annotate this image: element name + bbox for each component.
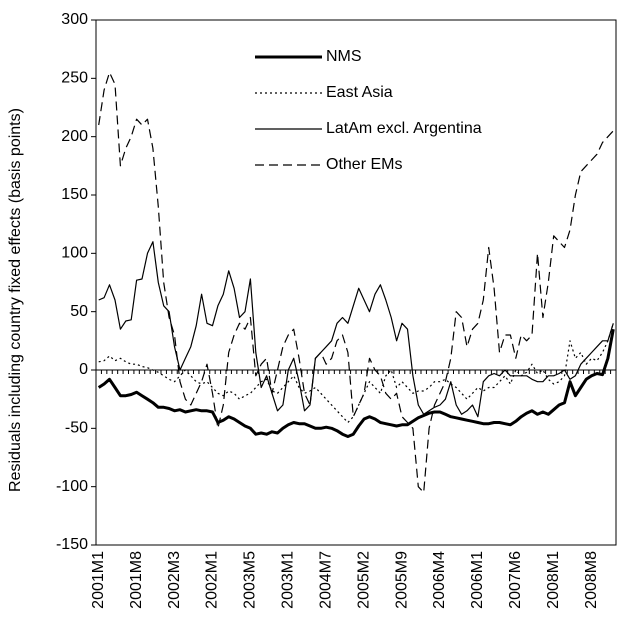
- legend-label: Other EMs: [326, 156, 402, 173]
- legend-label: NMS: [326, 48, 362, 65]
- y-tick-label: 250: [61, 70, 88, 87]
- x-tick-label: 2001M1: [90, 551, 107, 609]
- plot-frame: [95, 19, 617, 546]
- x-tick-label: 2008M8: [583, 551, 600, 609]
- y-tick-label: -150: [56, 536, 88, 553]
- x-tick-label: 2002M3: [166, 551, 183, 609]
- y-tick-label: 150: [61, 186, 88, 203]
- series-line: [98, 71, 614, 494]
- y-tick-label: 300: [61, 11, 88, 28]
- y-tick-label: 100: [61, 245, 88, 262]
- y-tick-label: -100: [56, 478, 88, 495]
- series-line: [98, 323, 614, 424]
- series-line: [98, 241, 614, 418]
- x-tick-label: 2006M1: [469, 551, 486, 609]
- legend-label: East Asia: [326, 84, 393, 101]
- y-tick-label: -50: [65, 420, 88, 437]
- x-tick-label: 2003M5: [242, 551, 259, 609]
- y-tick-label: 200: [61, 128, 88, 145]
- x-tick-label: 2007M6: [507, 551, 524, 609]
- legend-label: LatAm excl. Argentina: [326, 120, 482, 137]
- y-tick-label: 0: [79, 361, 88, 378]
- x-tick-label: 2004M7: [317, 551, 334, 609]
- y-tick-label: 50: [70, 303, 88, 320]
- x-tick-label: 2005M2: [355, 551, 372, 609]
- x-tick-label: 2002M1: [204, 551, 221, 609]
- x-tick-label: 2008M1: [545, 551, 562, 609]
- series-line: [97, 328, 615, 438]
- y-axis-title: Residuals including country fixed effect…: [7, 108, 24, 492]
- x-tick-label: 2005M9: [393, 551, 410, 609]
- x-tick-label: 2001M8: [128, 551, 145, 609]
- x-tick-label: 2006M4: [431, 551, 448, 609]
- x-tick-label: 2003M1: [280, 551, 297, 609]
